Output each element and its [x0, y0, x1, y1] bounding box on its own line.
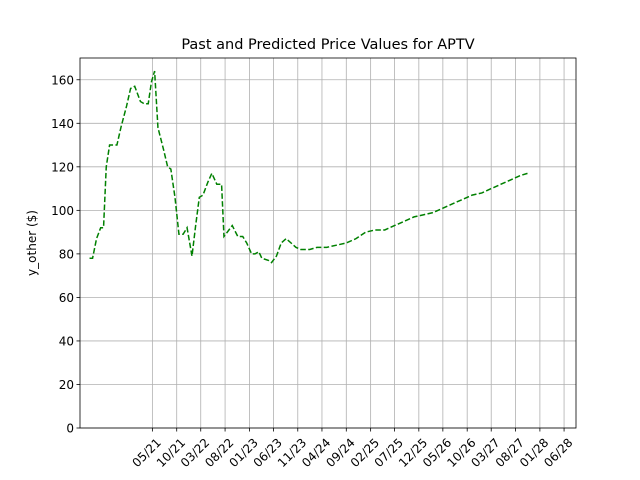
y-tick-label: 0: [66, 422, 74, 436]
y-tick-label: 120: [51, 160, 74, 174]
y-tick-label: 160: [51, 73, 74, 87]
y-tick-label: 20: [59, 378, 74, 392]
axes-frame: [79, 57, 577, 429]
y-axis-ticks: 0 20 40 60 80 100 120 140 160: [51, 73, 80, 436]
price-series-line: [89, 70, 528, 264]
x-axis-ticks: 05/2110/2103/2208/2201/2306/2311/2304/24…: [130, 428, 576, 470]
y-tick-label: 80: [59, 247, 74, 261]
chart-title: Past and Predicted Price Values for APTV: [181, 37, 474, 53]
y-axis-label: y_other ($): [25, 210, 39, 276]
y-tick-label: 40: [59, 334, 74, 348]
y-tick-label: 60: [59, 291, 74, 305]
y-tick-label: 140: [51, 117, 74, 131]
series-layer: [89, 70, 528, 264]
grid: [80, 58, 576, 429]
y-tick-label: 100: [51, 204, 74, 218]
